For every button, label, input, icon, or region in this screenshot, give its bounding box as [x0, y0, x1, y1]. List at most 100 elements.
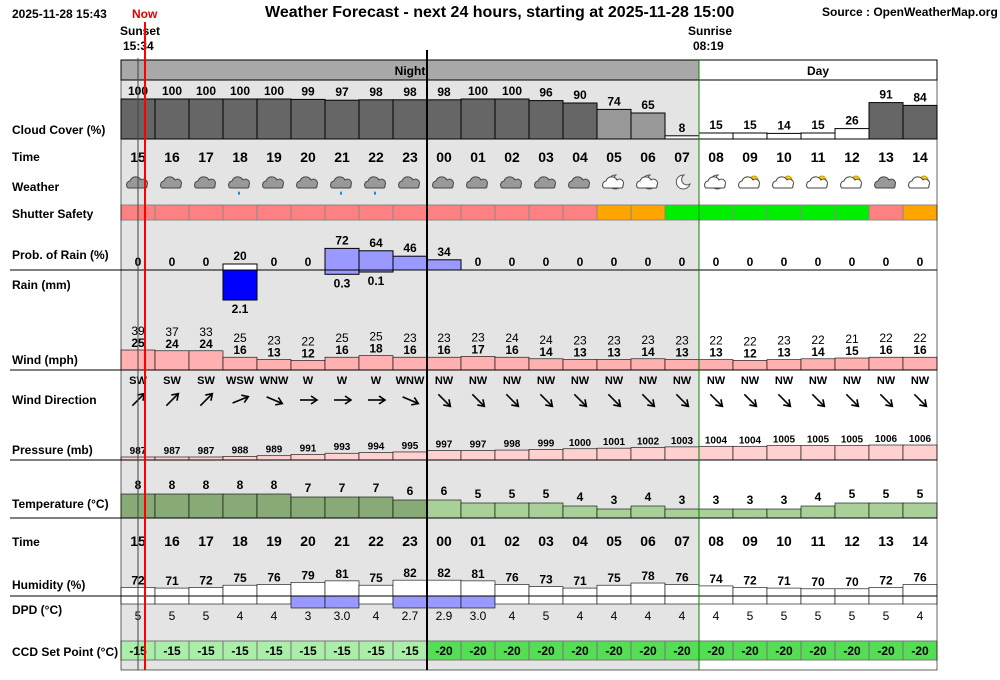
humidity-value: 79	[301, 568, 315, 582]
humidity-value: 76	[505, 570, 519, 584]
pressure-bar	[358, 452, 394, 461]
arrow-head	[241, 394, 250, 404]
wind-arrow-icon	[913, 393, 928, 408]
cloud-bar	[834, 128, 870, 140]
wind-bar	[868, 356, 904, 371]
time-label: 11	[811, 533, 826, 549]
rain-prob-value: 0	[577, 255, 584, 269]
time-label: 04	[572, 149, 588, 165]
wind-gust-value: 23	[403, 331, 417, 345]
humidity-value: 81	[471, 567, 485, 581]
wind-gust-value: 21	[845, 332, 859, 346]
dpd-value: 5	[849, 609, 856, 623]
sun-cloud-icon	[738, 175, 760, 189]
temperature-bar	[528, 502, 564, 519]
cloud-value: 14	[777, 118, 791, 132]
rain-prob-value: 0	[271, 255, 278, 269]
pressure-value: 1004	[705, 435, 728, 446]
temperature-bar	[562, 505, 598, 519]
dpd-bar	[902, 595, 938, 605]
ccd-value: -15	[333, 644, 351, 658]
humidity-value: 72	[743, 573, 757, 587]
rain-cloud-icon	[228, 176, 250, 195]
time-label: 19	[266, 533, 282, 549]
rain-prob-value: 0	[679, 255, 686, 269]
rain-prob-value: 20	[233, 249, 247, 263]
moon-cloud-icon	[704, 174, 726, 190]
row-label: Shutter Safety	[12, 207, 94, 221]
wind-dir-label: NW	[537, 375, 556, 387]
cloud-bar	[630, 112, 666, 140]
dpd-bar	[562, 595, 598, 605]
cloud-icon	[194, 176, 216, 189]
day-label: Day	[807, 64, 829, 78]
cloud-bar	[902, 104, 938, 140]
wind-arrow-icon	[505, 393, 520, 408]
ccd-value: -20	[537, 644, 555, 658]
dpd-value: 5	[883, 609, 890, 623]
pressure-value: 997	[436, 440, 453, 451]
dpd-bar	[630, 595, 666, 605]
temperature-value: 3	[747, 493, 754, 507]
ccd-value: -20	[571, 644, 589, 658]
time-label: 07	[674, 533, 690, 549]
cloud-value: 98	[369, 85, 383, 99]
humidity-value: 76	[267, 570, 281, 584]
pressure-value: 1003	[671, 436, 694, 447]
row-label: Rain (mm)	[12, 278, 71, 292]
pressure-value: 994	[368, 442, 385, 453]
pressure-value: 997	[470, 440, 487, 451]
rain-drop	[374, 191, 376, 195]
arrow-head	[411, 397, 420, 406]
wind-bar	[460, 356, 496, 371]
humidity-bar	[528, 586, 564, 597]
temperature-bar	[732, 508, 768, 519]
pressure-bar	[426, 450, 462, 461]
time-label: 09	[742, 533, 758, 549]
arrow-head	[511, 399, 520, 408]
wind-dir-label: NW	[435, 375, 454, 387]
pressure-value: 987	[164, 446, 181, 457]
time-label: 07	[674, 149, 690, 165]
cloud-bar	[732, 132, 768, 140]
wind-arrow-icon	[334, 395, 353, 405]
arrow-shaft	[845, 393, 859, 407]
cloud-value: 100	[502, 84, 522, 98]
wind-speed-value: 24	[199, 337, 213, 351]
cloud-shape	[772, 176, 794, 189]
time-label: 06	[640, 533, 656, 549]
pressure-value: 1002	[637, 437, 660, 448]
pressure-bar	[664, 446, 700, 461]
dpd-value: 4	[917, 609, 924, 623]
ccd-value: -15	[231, 644, 249, 658]
sunset-time: 15:34	[123, 39, 154, 53]
wind-speed-value: 17	[471, 342, 485, 356]
shutter-cell	[868, 204, 904, 221]
wind-dir-label: W	[337, 375, 348, 387]
cloud-value: 96	[539, 86, 553, 100]
wind-speed-value: 13	[267, 346, 281, 360]
dpd-value: 5	[781, 609, 788, 623]
arrow-shaft	[641, 393, 655, 407]
time-label: 10	[776, 149, 792, 165]
wind-speed-value: 14	[641, 345, 655, 359]
wind-speed-value: 16	[233, 343, 247, 357]
ccd-value: -15	[367, 644, 385, 658]
pressure-value: 995	[402, 441, 419, 452]
cloud-shape	[364, 176, 386, 189]
humidity-bar	[494, 584, 530, 597]
dpd-value: 4	[237, 609, 244, 623]
wind-gust-value: 24	[505, 331, 519, 345]
pressure-bar	[392, 451, 428, 461]
wind-arrow-icon	[232, 394, 250, 404]
arrow-head	[715, 399, 724, 408]
humidity-value: 71	[573, 574, 587, 588]
sun-cloud-icon	[908, 175, 930, 189]
temperature-bar	[154, 493, 190, 519]
cloud-value: 91	[879, 88, 893, 102]
shutter-cell	[528, 204, 564, 221]
pressure-bar	[256, 455, 292, 461]
wind-bar	[154, 350, 190, 371]
cloud-shape	[636, 176, 658, 189]
time-label: 17	[198, 149, 214, 165]
